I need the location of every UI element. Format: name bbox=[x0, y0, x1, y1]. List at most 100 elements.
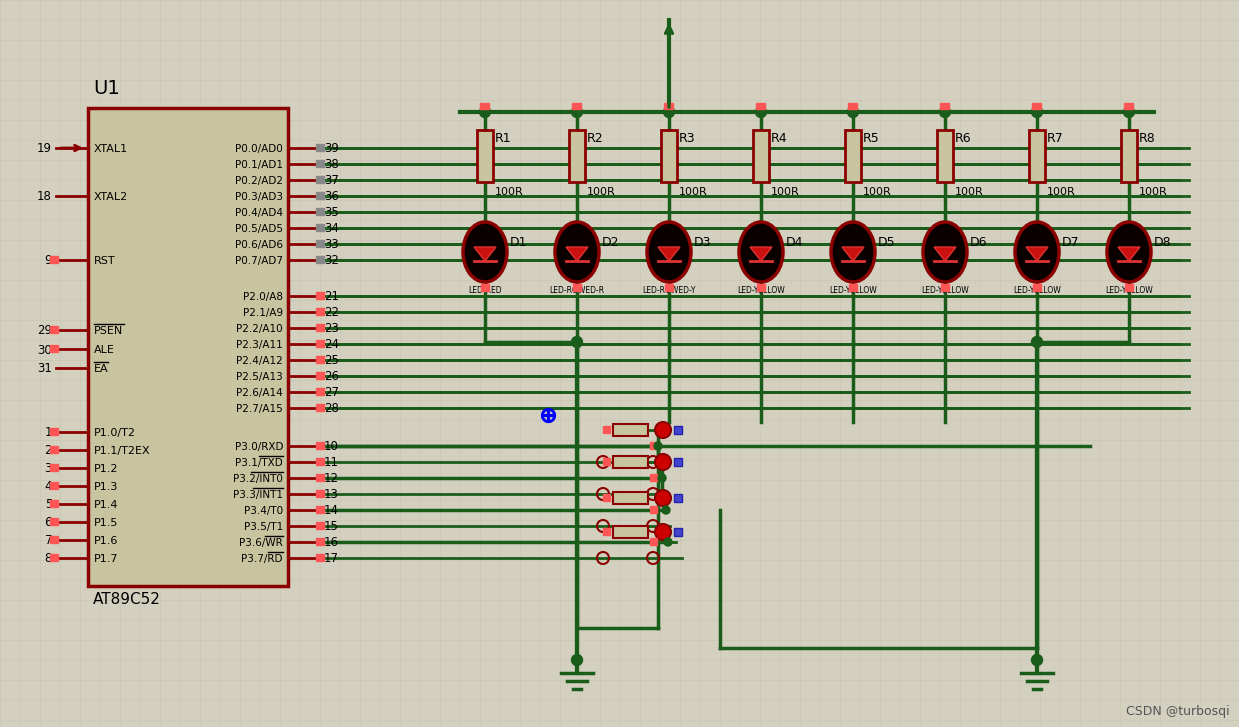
Text: P2.2/A10: P2.2/A10 bbox=[237, 324, 282, 334]
Bar bbox=[613, 424, 648, 436]
Text: P0.0/AD0: P0.0/AD0 bbox=[235, 144, 282, 154]
Ellipse shape bbox=[463, 222, 507, 282]
Text: XTAL2: XTAL2 bbox=[94, 192, 129, 202]
Text: P2.6/A14: P2.6/A14 bbox=[237, 388, 282, 398]
Text: D1: D1 bbox=[510, 236, 528, 249]
Text: 30: 30 bbox=[37, 343, 52, 356]
Bar bbox=[845, 130, 861, 182]
Polygon shape bbox=[934, 247, 957, 261]
Bar bbox=[603, 494, 610, 501]
Bar bbox=[937, 130, 953, 182]
Bar bbox=[316, 538, 325, 545]
Bar bbox=[650, 506, 657, 513]
Text: LED-YELLOW: LED-YELLOW bbox=[1014, 286, 1061, 295]
Text: P2.1/A9: P2.1/A9 bbox=[243, 308, 282, 318]
Bar bbox=[650, 474, 657, 481]
Text: D4: D4 bbox=[786, 236, 804, 249]
Circle shape bbox=[655, 454, 672, 470]
Text: ALE: ALE bbox=[94, 345, 115, 355]
Text: P2.3/A11: P2.3/A11 bbox=[237, 340, 282, 350]
Text: 4: 4 bbox=[45, 481, 52, 494]
Circle shape bbox=[756, 106, 767, 118]
Bar bbox=[650, 442, 657, 449]
Text: R2: R2 bbox=[587, 132, 603, 145]
Text: 25: 25 bbox=[325, 355, 339, 368]
Circle shape bbox=[1032, 106, 1042, 118]
Text: XTAL1: XTAL1 bbox=[94, 144, 128, 154]
Bar bbox=[613, 492, 648, 504]
Bar bbox=[674, 528, 681, 536]
Text: R7: R7 bbox=[1047, 132, 1064, 145]
Text: LED-ROWED-R: LED-ROWED-R bbox=[549, 286, 605, 295]
Bar bbox=[603, 426, 610, 433]
Text: P1.0/T2: P1.0/T2 bbox=[94, 428, 136, 438]
Bar bbox=[50, 482, 58, 489]
Text: 100R: 100R bbox=[679, 187, 707, 197]
Bar bbox=[50, 446, 58, 453]
Circle shape bbox=[655, 524, 672, 540]
Text: 11: 11 bbox=[325, 457, 339, 470]
Text: 16: 16 bbox=[325, 537, 339, 550]
Bar bbox=[603, 528, 610, 535]
Circle shape bbox=[664, 538, 672, 546]
Text: P1.7: P1.7 bbox=[94, 554, 119, 564]
Text: 1: 1 bbox=[45, 427, 52, 440]
Text: 26: 26 bbox=[325, 371, 339, 384]
Circle shape bbox=[658, 474, 667, 482]
Bar bbox=[674, 458, 681, 466]
Bar bbox=[479, 103, 489, 109]
Bar bbox=[477, 130, 493, 182]
Text: 24: 24 bbox=[325, 339, 339, 351]
Text: 13: 13 bbox=[325, 489, 339, 502]
Bar bbox=[316, 372, 325, 379]
Text: P2.0/A8: P2.0/A8 bbox=[243, 292, 282, 302]
Text: PSEN: PSEN bbox=[94, 326, 123, 336]
Bar bbox=[757, 284, 764, 291]
Text: 100R: 100R bbox=[1139, 187, 1167, 197]
Bar bbox=[316, 442, 325, 449]
Text: P1.6: P1.6 bbox=[94, 536, 119, 546]
Text: P1.5: P1.5 bbox=[94, 518, 119, 528]
Bar bbox=[572, 103, 581, 109]
Text: P3.6/WR: P3.6/WR bbox=[239, 538, 282, 548]
Text: R1: R1 bbox=[496, 132, 512, 145]
Text: U1: U1 bbox=[93, 79, 120, 98]
Polygon shape bbox=[475, 247, 496, 261]
Bar bbox=[1121, 130, 1137, 182]
Text: EA: EA bbox=[94, 364, 109, 374]
Text: 7: 7 bbox=[45, 534, 52, 547]
Circle shape bbox=[571, 106, 582, 118]
Bar bbox=[847, 103, 857, 109]
Text: 5: 5 bbox=[45, 499, 52, 512]
Circle shape bbox=[1032, 337, 1042, 348]
Text: 23: 23 bbox=[325, 323, 339, 335]
Bar bbox=[316, 292, 325, 299]
Text: 10: 10 bbox=[325, 441, 339, 454]
Circle shape bbox=[479, 106, 491, 118]
Text: P3.4/T0: P3.4/T0 bbox=[244, 506, 282, 516]
Text: 15: 15 bbox=[325, 521, 339, 534]
Bar bbox=[316, 208, 325, 215]
Text: R3: R3 bbox=[679, 132, 695, 145]
Bar bbox=[756, 103, 764, 109]
Text: 3: 3 bbox=[45, 462, 52, 475]
Bar bbox=[316, 160, 325, 167]
Polygon shape bbox=[750, 247, 772, 261]
Bar bbox=[940, 284, 949, 291]
Text: 28: 28 bbox=[325, 403, 339, 416]
Bar bbox=[50, 256, 58, 263]
Text: P0.3/AD3: P0.3/AD3 bbox=[235, 192, 282, 202]
Text: P1.4: P1.4 bbox=[94, 500, 119, 510]
Circle shape bbox=[1124, 106, 1135, 118]
Circle shape bbox=[662, 506, 670, 514]
Bar bbox=[316, 256, 325, 263]
Text: R5: R5 bbox=[864, 132, 880, 145]
Bar bbox=[50, 428, 58, 435]
Text: P3.1/TXD: P3.1/TXD bbox=[235, 458, 282, 468]
Circle shape bbox=[571, 337, 582, 348]
Polygon shape bbox=[1026, 247, 1048, 261]
Ellipse shape bbox=[1015, 222, 1059, 282]
Text: 18: 18 bbox=[37, 190, 52, 204]
Bar bbox=[316, 404, 325, 411]
Bar bbox=[50, 326, 58, 333]
